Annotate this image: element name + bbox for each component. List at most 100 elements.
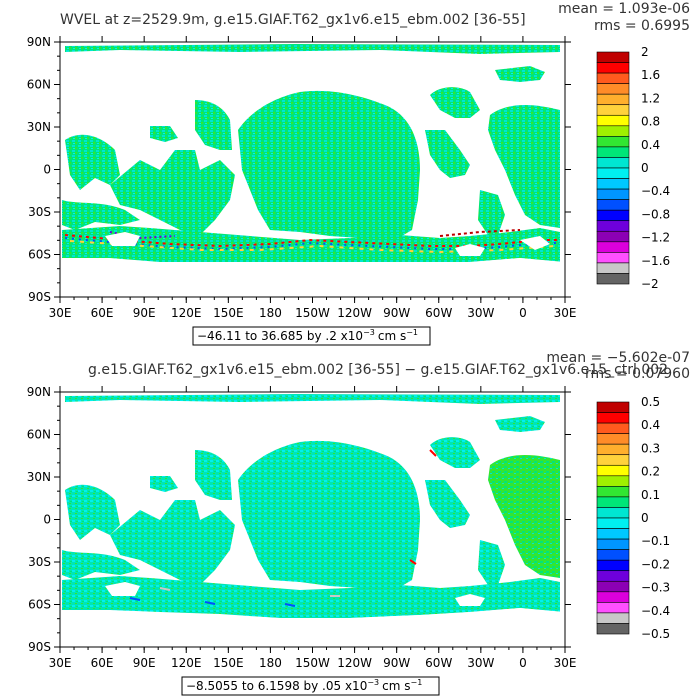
colorbar-swatch: [596, 62, 630, 74]
colorbar-swatch: [596, 220, 630, 232]
colorbar-swatch: [596, 114, 630, 127]
colorbar-swatch: [596, 199, 630, 211]
panel-1-range-units-exp: −1: [406, 328, 418, 337]
x-tick-label: 30W: [467, 656, 494, 670]
x-tick-label: 150W: [295, 656, 330, 670]
colorbar-swatch: [596, 580, 630, 593]
colorbar-swatch: [596, 157, 630, 169]
x-tick-label: 60E: [91, 656, 114, 670]
y-tick-label: 0: [43, 163, 51, 177]
colorbar-swatch: [596, 443, 630, 456]
y-tick-label: 30N: [27, 120, 51, 134]
colorbar-label: −0.2: [641, 557, 670, 571]
colorbar-label: −0.8: [641, 207, 670, 221]
x-tick-label: 30E: [554, 656, 577, 670]
panel-2-rms: rms = 0.07960: [585, 366, 690, 382]
colorbar-swatch: [596, 83, 630, 95]
colorbar-swatch: [596, 570, 630, 582]
y-tick-label: 60N: [27, 78, 51, 92]
colorbar-swatch: [596, 178, 630, 190]
colorbar-swatch: [596, 517, 630, 529]
colorbar-swatch: [596, 538, 630, 550]
panel-1-range-units: cm s: [378, 329, 406, 343]
y-tick-label: 60S: [28, 598, 51, 612]
colorbar-swatch: [596, 72, 630, 84]
x-tick-label: 150W: [295, 306, 330, 320]
panel-2-colorbar: 0.5 0.4 0.3 0.2 0.1 0 −0.1 −0.2 −0.3 −0.4 −0.5: [596, 395, 670, 641]
panel-2: g.e15.GIAF.T62_gx1v6.e15_ebm.002 [36-55]…: [27, 350, 690, 696]
colorbar-swatch: [596, 507, 630, 519]
x-tick-label: 60E: [91, 306, 114, 320]
colorbar-swatch: [596, 401, 630, 413]
colorbar-swatch: [596, 252, 630, 264]
colorbar-swatch: [596, 623, 630, 635]
y-tick-label: 90N: [27, 35, 51, 49]
colorbar-swatch: [596, 241, 630, 253]
y-tick-label: 30S: [28, 555, 51, 569]
colorbar-label: 0.5: [641, 395, 660, 409]
colorbar-swatch: [596, 559, 630, 572]
colorbar-swatch: [596, 146, 630, 158]
colorbar-swatch: [596, 412, 630, 424]
panel-2-title: g.e15.GIAF.T62_gx1v6.e15_ebm.002 [36-55]…: [88, 362, 668, 378]
svg-text:−8.5055 to 6.1598 by .05 x10−3: −8.5055 to 6.1598 by .05 x10−3 cm s−1: [186, 678, 422, 693]
x-tick-label: 120W: [337, 306, 372, 320]
colorbar-label: −0.3: [641, 581, 670, 595]
colorbar-swatch: [596, 125, 630, 137]
x-tick-label: 30E: [49, 306, 72, 320]
colorbar-swatch: [596, 93, 630, 106]
svg-text:−46.11 to 36.685 by .2 x10−3cm: −46.11 to 36.685 by .2 x10−3 cm s−1: [197, 328, 418, 343]
panel-2-range-text: −8.5055 to 6.1598 by .05 x10: [186, 679, 367, 693]
colorbar-swatch: [596, 496, 630, 508]
panel-2-range-units: cm s: [382, 679, 410, 693]
colorbar-label: 0: [641, 161, 649, 175]
colorbar-swatch: [596, 475, 630, 487]
y-tick-label: 90S: [28, 290, 51, 304]
x-tick-label: 150E: [213, 306, 244, 320]
colorbar-label: 0.3: [641, 441, 660, 455]
panel-1-title: WVEL at z=2529.9m, g.e15.GIAF.T62_gx1v6.…: [60, 12, 526, 28]
panel-2-ocean: [62, 394, 560, 618]
colorbar-label: 0.4: [641, 418, 660, 432]
colorbar-swatch: [596, 602, 630, 614]
panel-2-accents: [129, 449, 437, 607]
panel-2-map: [59, 391, 566, 648]
panel-2-land: [60, 582, 565, 647]
colorbar-label: 0.2: [641, 465, 660, 479]
x-tick-label: 90W: [383, 656, 410, 670]
panel-1-land: [60, 232, 565, 297]
panel-2-y-axis: 90N 60N 30N 0 30S 60S 90S: [27, 385, 571, 654]
colorbar-swatch: [596, 486, 630, 498]
colorbar-label: 0.1: [641, 488, 660, 502]
y-tick-label: 60S: [28, 248, 51, 262]
colorbar-label: 0.8: [641, 115, 660, 129]
colorbar-swatch: [596, 104, 630, 116]
colorbar-label: 0.4: [641, 138, 660, 152]
colorbar-label: 1.2: [641, 91, 660, 105]
y-tick-label: 90S: [28, 640, 51, 654]
x-tick-label: 90E: [133, 306, 156, 320]
x-tick-label: 30E: [49, 656, 72, 670]
colorbar-swatch: [596, 433, 630, 445]
panel-2-range-note: −8.5055 to 6.1598 by .05 x10−3 cm s−1: [181, 676, 440, 696]
colorbar-swatch: [596, 209, 630, 222]
colorbar-swatch: [596, 51, 630, 63]
panel-2-x-axis: 30E 60E 90E 120E 150E 180 150W 120W 90W 60W 30W 0 30…: [49, 386, 577, 670]
x-tick-label: 120E: [171, 656, 202, 670]
x-tick-label: 180: [259, 306, 282, 320]
panel-1-x-axis: 30E 60E 90E 120E 150E 180 150W 120W 90W 60W 30W 0 30…: [49, 36, 576, 320]
x-tick-label: 0: [519, 306, 527, 320]
colorbar-label: −0.4: [641, 604, 670, 618]
x-tick-label: 60W: [425, 306, 452, 320]
colorbar-label: −0.5: [641, 627, 670, 641]
panel-1-y-axis: 90N 60N 30N 0 30S 60S 90S: [27, 35, 571, 304]
colorbar-swatch: [596, 549, 630, 561]
colorbar-label: 1.6: [641, 68, 660, 82]
colorbar-swatch: [596, 136, 630, 148]
x-tick-label: 90W: [383, 306, 410, 320]
colorbar-swatch: [596, 612, 630, 624]
colorbar-swatch: [596, 454, 630, 466]
x-tick-label: 30W: [467, 306, 494, 320]
panel-2-atlantic: [488, 455, 560, 578]
y-tick-label: 90N: [27, 385, 51, 399]
